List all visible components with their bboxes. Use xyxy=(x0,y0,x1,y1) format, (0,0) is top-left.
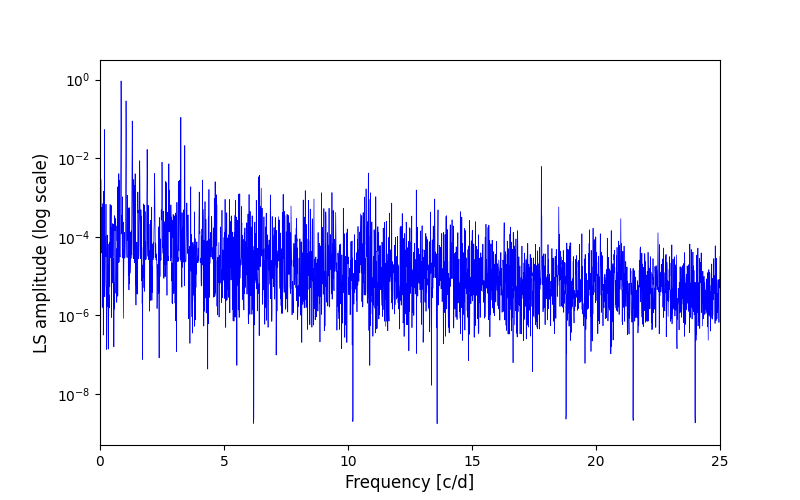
X-axis label: Frequency [c/d]: Frequency [c/d] xyxy=(346,474,474,492)
Y-axis label: LS amplitude (log scale): LS amplitude (log scale) xyxy=(34,152,51,352)
